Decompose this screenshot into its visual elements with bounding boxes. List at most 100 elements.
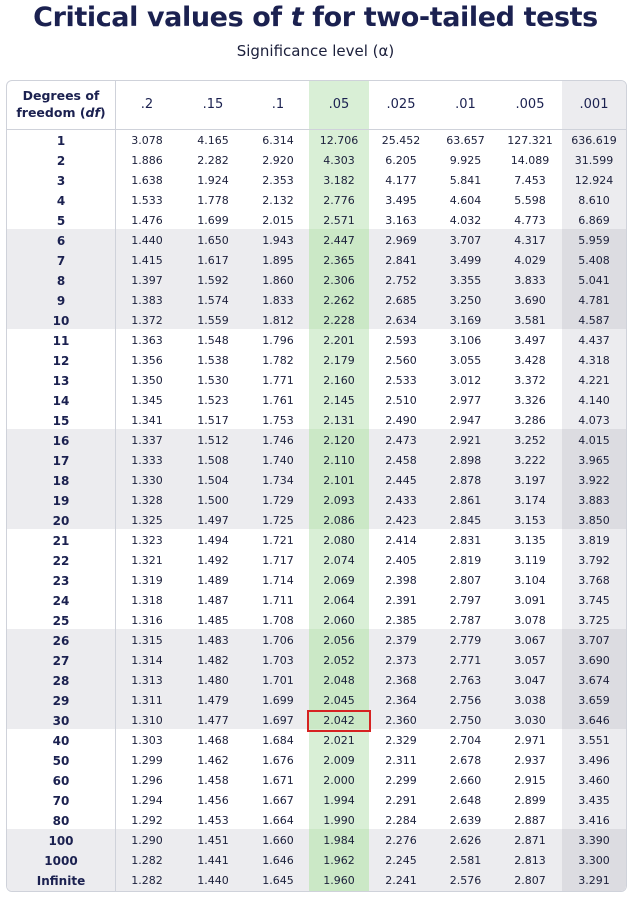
table-cell: 1.994 [323,794,355,807]
row-band-highlight [309,829,369,891]
df-cell: 6 [56,234,66,248]
df-cell: 100 [48,834,74,848]
table-cell: 4.604 [449,194,482,207]
table-cell: 1.729 [262,494,294,507]
df-cell: 40 [52,734,70,748]
row-band-grey [562,829,626,891]
table-cell: 1.330 [131,474,163,487]
table-cell: 1.299 [131,754,163,767]
table-cell: 1.782 [262,354,294,367]
table-cell: 31.599 [574,154,614,167]
table-cell: 1.290 [131,834,163,847]
table-cell: 1.356 [131,354,163,367]
table-cell: 3.850 [578,514,610,527]
df-cell: Infinite [36,874,86,888]
table-cell: 2.807 [449,574,482,587]
table-cell: 6.205 [385,154,417,167]
table-cell: 1.962 [323,854,355,867]
row-band-highlight [309,429,369,529]
df-header-line1: Degrees of [22,88,100,103]
table-cell: 2.276 [385,834,417,847]
df-cell: 10 [52,314,70,328]
df-cell: 21 [52,534,70,548]
table-cell: 4.165 [197,134,229,147]
table-cell: 1.328 [131,494,163,507]
table-cell: 2.937 [514,754,546,767]
table-cell: 1.895 [262,254,294,267]
table-cell: 2.398 [385,574,417,587]
table-cell: 1.282 [131,854,163,867]
table-cell: 2.000 [323,774,355,787]
table-cell: 1.453 [197,814,229,827]
df-cell: 7 [56,254,66,268]
table-cell: 2.299 [385,774,417,787]
table-cell: 3.038 [514,694,546,707]
df-cell: 5 [56,214,66,228]
table-cell: 1.699 [262,694,294,707]
df-header-symbol: df [85,105,100,120]
table-cell: 3.922 [578,474,610,487]
alpha-header: .1 [271,97,285,112]
df-cell: 23 [52,574,70,588]
table-cell: 2.593 [385,334,417,347]
table-cell: 3.581 [514,314,546,327]
table-cell: 8.610 [578,194,610,207]
table-cell: 1.984 [323,834,355,847]
table-cell: 4.032 [449,214,482,227]
table-cell: 1.708 [262,614,294,627]
table-cell: 2.364 [385,694,417,707]
highlighted-value-box [307,710,371,732]
table-header: Degrees of freedom (df) .2 .15 .1 .05 .025 .0… [7,81,626,130]
table-cell: 1.483 [197,634,229,647]
table-cell: 2.373 [385,654,417,667]
table-cell: 2.819 [449,554,482,567]
table-cell: 3.047 [514,674,546,687]
table-cell: 3.182 [323,174,355,187]
table-cell: 3.252 [514,434,546,447]
table-cell: 1.323 [131,534,163,547]
df-cell: 70 [52,794,70,808]
table-cell: 1.479 [197,694,229,707]
table-cell: 2.101 [323,474,355,487]
table-cell: 1.574 [197,294,229,307]
table-cell: 1.476 [131,214,163,227]
title-suffix: for two-tailed tests [303,2,598,33]
table-cell: 1.482 [197,654,229,667]
table-cell: 4.015 [578,434,610,447]
table-cell: 2.447 [323,234,355,247]
table-cell: 1.383 [131,294,163,307]
table-cell: 2.807 [514,874,546,887]
table-cell: 3.416 [578,814,610,827]
alpha-header: .15 [202,97,224,112]
table-cell: 2.056 [323,634,355,647]
table-cell: 3.659 [578,694,610,707]
df-cell: 29 [52,694,70,708]
df-cell: 24 [52,594,70,608]
df-header-line2: freedom (df) [7,104,115,121]
table-cell: 3.119 [514,554,546,567]
table-cell: 3.091 [514,594,546,607]
row-band-highlight [309,629,369,729]
table-cell: 1.559 [197,314,229,327]
table-cell: 1.508 [197,454,229,467]
table-cell: 1.548 [197,334,229,347]
table-cell: 3.078 [131,134,163,147]
table-cell: 1.721 [262,534,294,547]
table-cell: 1.533 [131,194,163,207]
table-cell: 3.078 [514,614,546,627]
table-cell: 1.372 [131,314,163,327]
table-cell: 1.296 [131,774,163,787]
table-cell: 2.871 [514,834,546,847]
table-cell: 2.080 [323,534,355,547]
table-cell: 1.645 [262,874,294,887]
table-cell: 25.452 [381,134,421,147]
column-divider [115,81,116,891]
page-title: Critical values of t for two-tailed test… [0,2,631,33]
table-cell: 3.153 [514,514,546,527]
table-cell: 2.845 [449,514,482,527]
table-cell: 3.169 [449,314,482,327]
table-cell: 3.725 [578,614,610,627]
table-cell: 1.667 [262,794,294,807]
table-cell: 3.833 [514,274,546,287]
table-cell: 2.969 [385,234,417,247]
